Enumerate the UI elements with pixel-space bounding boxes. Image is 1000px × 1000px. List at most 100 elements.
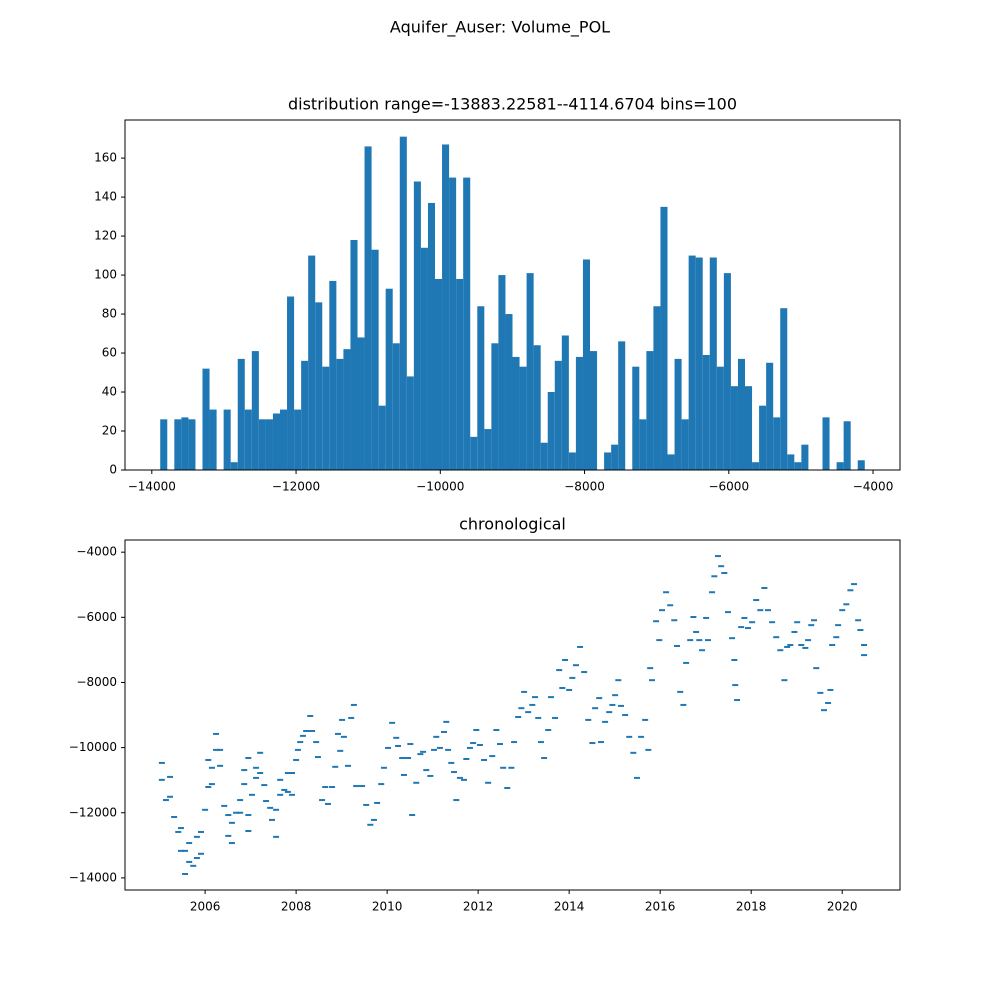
bar xyxy=(702,354,710,470)
bar xyxy=(301,360,309,470)
bar xyxy=(329,280,337,470)
bar xyxy=(752,462,760,470)
y-tick-label: 100 xyxy=(94,268,117,282)
bar xyxy=(265,419,273,470)
bar xyxy=(857,460,865,470)
bar xyxy=(420,247,428,470)
bar xyxy=(209,409,217,470)
bar xyxy=(498,275,506,470)
x-tick-label: 2006 xyxy=(190,900,221,914)
bar xyxy=(477,306,485,470)
y-tick-label: −14000 xyxy=(69,870,117,884)
x-tick-label: 2012 xyxy=(463,900,494,914)
bar xyxy=(435,278,443,470)
y-tick-label: 140 xyxy=(94,190,117,204)
bar xyxy=(843,421,851,470)
bar xyxy=(716,366,724,470)
bar xyxy=(244,409,252,470)
x-tick-label: 2018 xyxy=(736,900,767,914)
bar xyxy=(836,462,844,470)
bar xyxy=(737,358,746,470)
bar xyxy=(463,177,471,470)
bar xyxy=(801,444,809,470)
x-tick-label: 2016 xyxy=(645,900,676,914)
bar xyxy=(526,273,534,470)
bar xyxy=(533,345,541,470)
bar xyxy=(745,386,753,470)
bar xyxy=(406,376,414,470)
bar xyxy=(505,314,513,470)
bar xyxy=(237,358,245,470)
bar xyxy=(618,341,626,470)
bar xyxy=(449,177,457,470)
bar xyxy=(491,343,499,470)
y-tick-label: 120 xyxy=(94,229,117,243)
bar xyxy=(759,405,767,470)
bar xyxy=(272,413,281,470)
bar xyxy=(160,419,168,470)
bar xyxy=(364,146,372,470)
bar xyxy=(181,417,189,470)
bar xyxy=(378,405,386,470)
x-tick-label: −12000 xyxy=(272,480,320,494)
y-tick-label: −12000 xyxy=(69,805,117,819)
bar xyxy=(639,419,647,470)
bar xyxy=(688,255,696,470)
bar xyxy=(484,429,492,470)
bar xyxy=(470,436,478,470)
bar xyxy=(442,144,450,471)
bar xyxy=(632,366,640,470)
y-tick-label: 60 xyxy=(102,346,117,360)
y-tick-label: 40 xyxy=(102,385,117,399)
bar xyxy=(413,181,421,470)
bar xyxy=(681,419,689,470)
bar xyxy=(780,308,788,470)
bar xyxy=(568,452,576,470)
bar xyxy=(730,386,738,470)
bar xyxy=(343,349,351,470)
x-tick-label: −4000 xyxy=(853,480,894,494)
figure-title: Aquifer_Auser: Volume_POL xyxy=(390,18,610,38)
bar xyxy=(357,337,365,470)
bar xyxy=(519,366,527,470)
axes-title: chronological xyxy=(459,515,566,534)
x-tick-label: −10000 xyxy=(416,480,464,494)
axes-frame xyxy=(124,119,901,471)
y-tick-label: −8000 xyxy=(76,675,117,689)
bar xyxy=(554,360,562,470)
bar xyxy=(427,202,436,470)
y-tick-label: −4000 xyxy=(76,545,117,559)
bar xyxy=(540,442,548,470)
bar xyxy=(590,351,598,470)
bar xyxy=(611,444,619,470)
bar xyxy=(385,288,393,470)
x-tick-label: 2010 xyxy=(372,900,403,914)
bar xyxy=(280,409,288,470)
bar xyxy=(695,257,703,470)
x-tick-label: 2020 xyxy=(827,900,858,914)
y-tick-label: 80 xyxy=(102,307,117,321)
bar xyxy=(667,454,675,470)
y-tick-label: 160 xyxy=(94,151,117,165)
x-tick-label: 2014 xyxy=(554,900,585,914)
bar xyxy=(202,368,210,470)
bar xyxy=(392,343,400,470)
y-tick-label: 0 xyxy=(109,463,117,477)
bar xyxy=(456,278,464,470)
bar xyxy=(709,257,717,470)
bar xyxy=(371,249,379,470)
y-tick-label: −10000 xyxy=(69,740,117,754)
bar xyxy=(188,419,196,470)
axes-frame xyxy=(124,539,901,891)
bar xyxy=(653,306,661,470)
bar xyxy=(223,409,231,470)
bar xyxy=(315,302,323,470)
bar xyxy=(723,273,731,470)
bar xyxy=(258,419,266,470)
x-tick-label: 2008 xyxy=(281,900,312,914)
bar xyxy=(773,417,781,470)
x-tick-label: −14000 xyxy=(128,480,176,494)
bar xyxy=(794,462,802,470)
bar xyxy=(766,362,774,470)
